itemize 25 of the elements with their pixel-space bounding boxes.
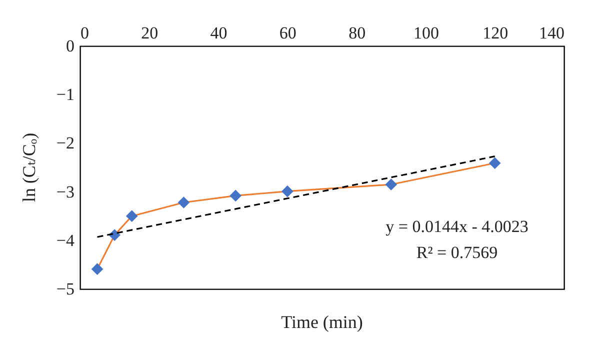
x-tick-label: 20 bbox=[141, 24, 158, 42]
point bbox=[230, 190, 242, 202]
point bbox=[385, 178, 398, 190]
y-tick-label: −1 bbox=[56, 85, 74, 104]
y-tick-label: 0 bbox=[66, 36, 74, 56]
x-tick-label: 120 bbox=[482, 24, 508, 42]
annotation: y = 0.0144x - 4.0023 bbox=[386, 217, 528, 236]
x-tick-label: 80 bbox=[348, 24, 366, 42]
x-tick-label: 0 bbox=[80, 24, 89, 42]
y-tick-label: −2 bbox=[56, 134, 74, 153]
x-tick-label: 60 bbox=[279, 24, 296, 42]
annotation: R² = 0.7569 bbox=[416, 243, 498, 262]
x-axis-title: Time (min) bbox=[281, 312, 363, 332]
y-tick-label: −3 bbox=[56, 182, 74, 202]
point bbox=[126, 210, 138, 222]
y-tick-label: −5 bbox=[56, 280, 74, 298]
y-axis-title: ln (Cₜ/Cₒ) bbox=[19, 132, 39, 202]
point bbox=[178, 196, 190, 208]
point bbox=[91, 263, 104, 275]
point bbox=[488, 157, 501, 170]
point bbox=[282, 185, 294, 198]
x-tick-label: 100 bbox=[413, 24, 439, 42]
y-tick-label: −4 bbox=[56, 230, 75, 250]
x-tick-label: 140 bbox=[539, 24, 564, 42]
x-tick-label: 40 bbox=[210, 24, 228, 42]
